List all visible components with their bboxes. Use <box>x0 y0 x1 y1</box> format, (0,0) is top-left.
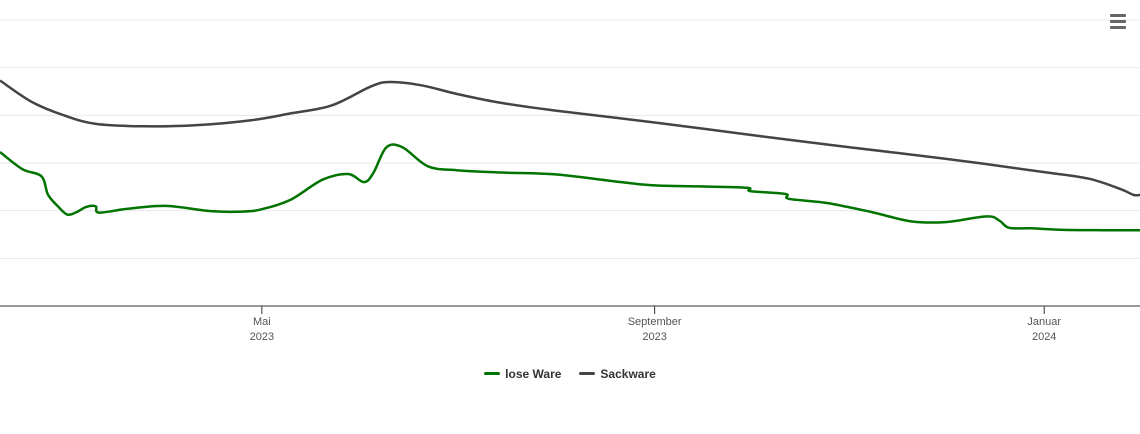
legend-item-sackware[interactable]: Sackware <box>579 366 656 381</box>
legend-swatch <box>579 372 596 375</box>
x-tick-label: 2024 <box>1032 331 1056 343</box>
line-chart: Mai 2023 September 2023 Januar 2024 <box>0 19 1140 343</box>
legend-label: Sackware <box>600 366 656 381</box>
x-tick-label: Mai <box>253 316 271 328</box>
series-line-lose-ware <box>0 143 1140 232</box>
menu-bar <box>1110 26 1126 29</box>
chart-legend: lose Ware Sackware <box>0 364 1140 381</box>
menu-bar <box>1110 14 1126 17</box>
legend-swatch <box>484 372 501 375</box>
series-lines <box>0 79 1140 232</box>
legend-label: lose Ware <box>505 366 562 381</box>
x-tick-label: 2023 <box>250 331 274 343</box>
x-axis-ticks: Mai 2023 September 2023 Januar 2024 <box>250 306 1061 343</box>
chart-menu-button[interactable] <box>1106 10 1130 34</box>
x-tick-label: Januar <box>1027 316 1061 328</box>
x-tick-label: 2023 <box>642 331 666 343</box>
series-line-sackware <box>0 79 1140 197</box>
gridlines <box>0 19 1140 259</box>
legend-item-lose-ware[interactable]: lose Ware <box>484 367 561 381</box>
menu-bar <box>1110 20 1126 23</box>
x-tick-label: September <box>628 316 682 328</box>
